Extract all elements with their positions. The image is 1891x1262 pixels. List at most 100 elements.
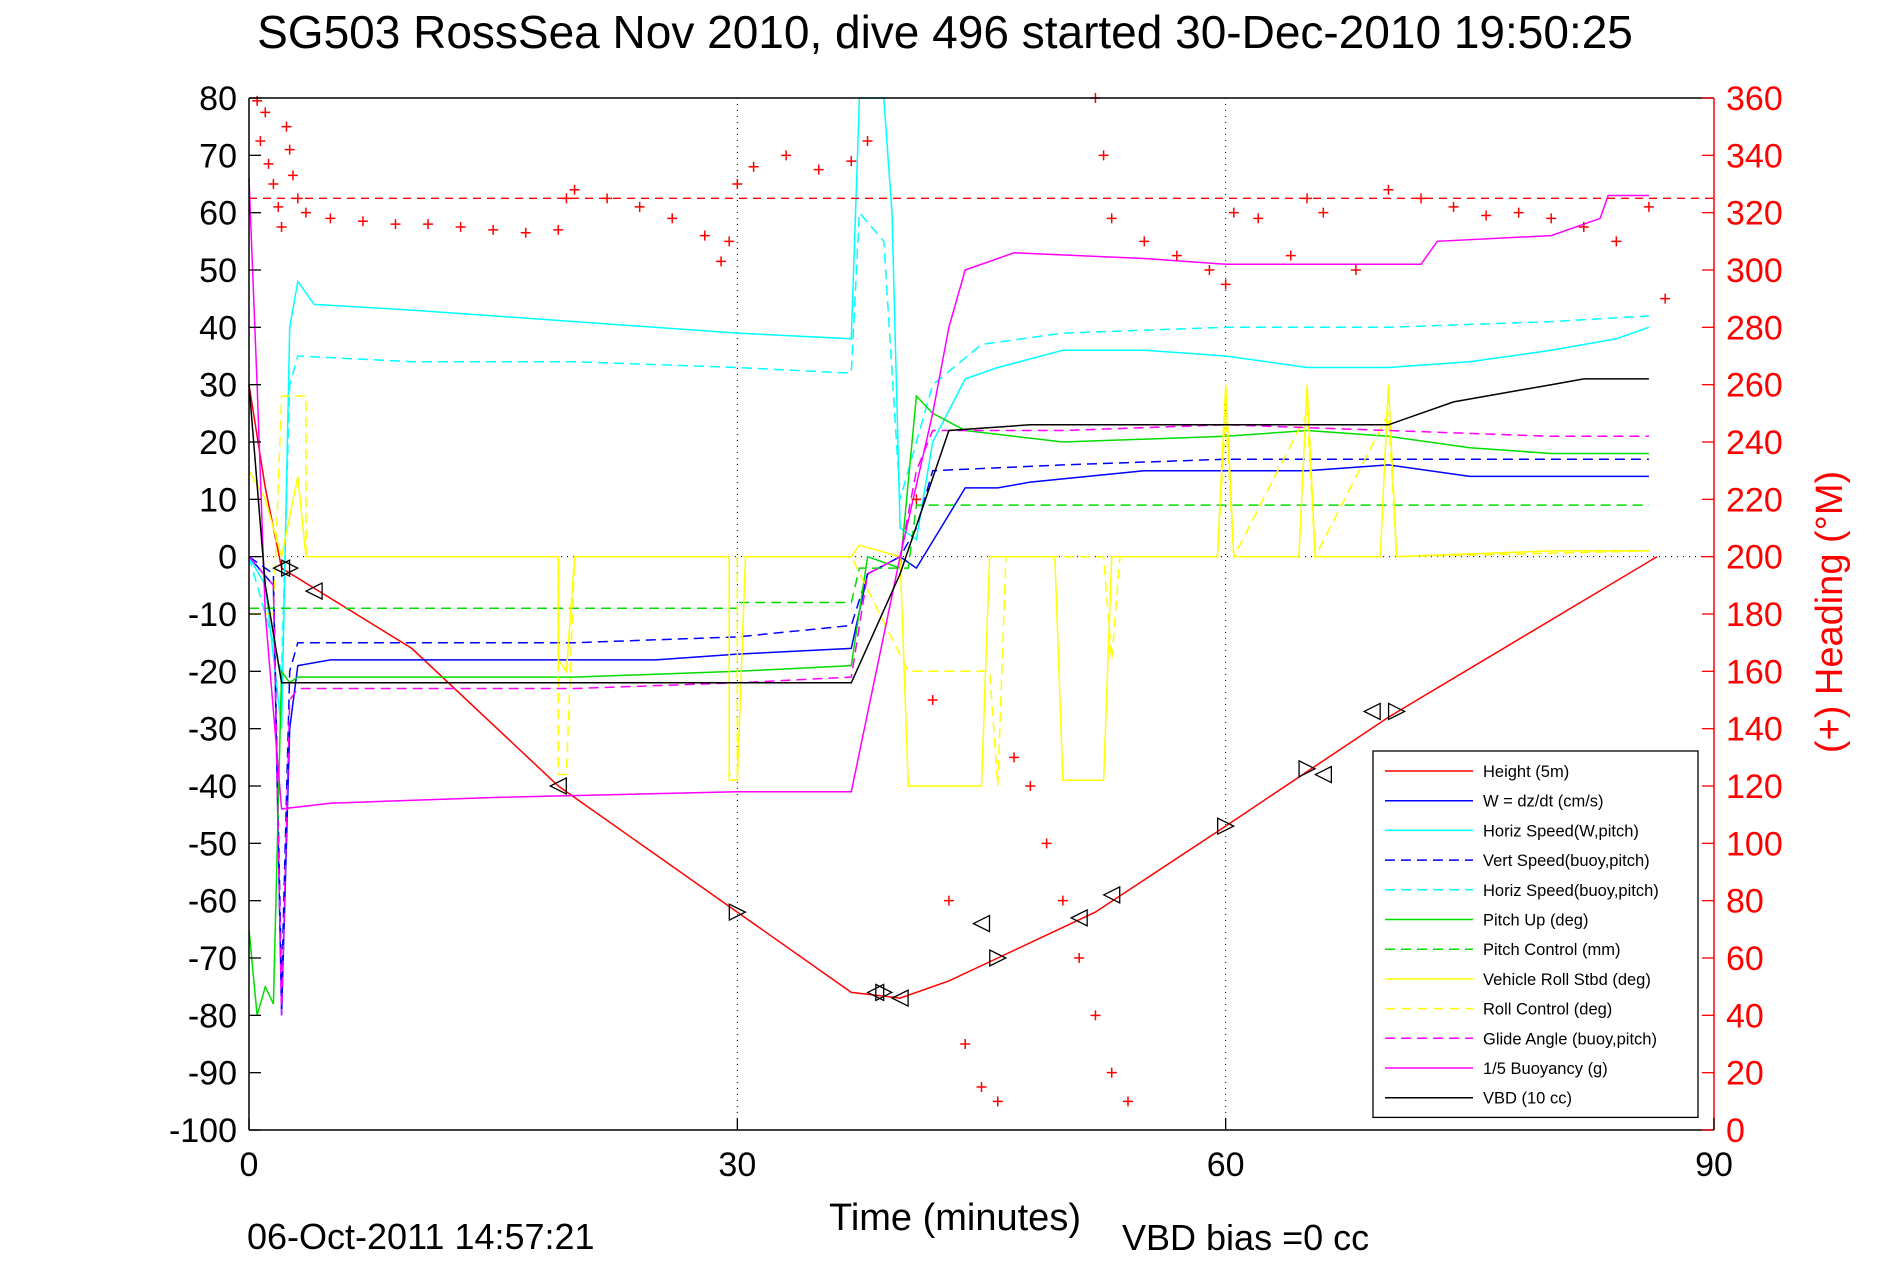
- legend-box: [1372, 750, 1699, 1119]
- heading-point: [455, 222, 466, 232]
- height-marker: [890, 989, 909, 1008]
- right-axis-label: (+) Heading (°M): [1809, 471, 1851, 753]
- heading-point: [1302, 193, 1313, 204]
- heading-point: [553, 224, 564, 235]
- height-marker: [281, 559, 300, 578]
- right-tick-label: 180: [1726, 596, 1783, 634]
- heading-point: [1660, 293, 1671, 304]
- heading-point: [273, 201, 284, 212]
- left-tick-label: -50: [188, 825, 237, 863]
- height-marker: [1313, 765, 1332, 784]
- height-marker: [548, 776, 567, 796]
- series-line-2: [248, 97, 1650, 729]
- right-tick-label: 60: [1726, 940, 1764, 978]
- heading-point: [1025, 781, 1036, 791]
- heading-point: [488, 224, 499, 235]
- right-tick-label: 140: [1726, 711, 1783, 749]
- right-tick-label: 360: [1726, 80, 1783, 118]
- series-line-4: [248, 210, 1649, 672]
- heading-point: [260, 107, 271, 118]
- heading-point: [724, 236, 735, 247]
- heading-point: [1228, 207, 1239, 218]
- left-tick-label: -80: [188, 997, 237, 1035]
- heading-point: [1611, 236, 1622, 247]
- right-tick-label: 160: [1726, 653, 1783, 691]
- left-tick-label: -100: [169, 1112, 237, 1150]
- heading-point: [1090, 1010, 1101, 1021]
- right-tick-label: 80: [1726, 883, 1764, 921]
- heading-point: [634, 201, 645, 212]
- heading-point: [1098, 150, 1109, 161]
- legend-label: W = dz/dt (cm/s): [1483, 793, 1604, 811]
- right-tick-label: 320: [1726, 195, 1783, 233]
- heading-point: [943, 895, 954, 906]
- heading-point: [1383, 184, 1394, 195]
- heading-point: [1285, 250, 1296, 261]
- heading-point: [1481, 210, 1492, 221]
- heading-point: [1643, 201, 1654, 212]
- legend-label: VBD (10 cc): [1483, 1090, 1572, 1108]
- heading-point: [1513, 207, 1524, 218]
- right-tick-label: 260: [1726, 367, 1783, 405]
- heading-point: [281, 121, 292, 132]
- heading-point: [423, 219, 434, 230]
- height-marker: [1362, 702, 1381, 721]
- heading-point: [1123, 1096, 1133, 1107]
- series-line-9: [248, 424, 1649, 1016]
- x-axis-label: Time (minutes): [829, 1197, 1081, 1239]
- heading-point: [1106, 213, 1117, 224]
- right-tick-label: 280: [1726, 309, 1783, 347]
- heading-point: [1171, 250, 1182, 261]
- legend-label: Horiz Speed(buoy,pitch): [1483, 882, 1659, 900]
- height-marker: [1217, 817, 1236, 836]
- legend-label: Glide Angle (buoy,pitch): [1483, 1030, 1657, 1048]
- heading-point: [1416, 193, 1426, 204]
- height-marker: [1102, 885, 1121, 904]
- heading-point: [1546, 213, 1557, 224]
- heading-point: [1106, 1067, 1117, 1078]
- legend-label: Roll Control (deg): [1483, 1001, 1612, 1019]
- left-tick-label: -60: [188, 883, 237, 921]
- heading-point: [325, 213, 336, 224]
- heading-point: [602, 193, 613, 204]
- left-tick-label: -20: [188, 653, 237, 691]
- heading-point: [716, 256, 727, 267]
- right-tick-label: 100: [1726, 825, 1783, 863]
- heading-point: [667, 213, 678, 224]
- heading-point: [263, 158, 274, 169]
- heading-point: [268, 179, 279, 189]
- heading-point: [781, 150, 792, 161]
- heading-scatter: [252, 93, 1671, 1107]
- footer-note: VBD bias =0 cc: [1122, 1217, 1369, 1258]
- legend-label: Pitch Control (mm): [1483, 941, 1621, 959]
- heading-point: [561, 193, 572, 204]
- heading-point: [1074, 953, 1085, 963]
- heading-point: [1220, 279, 1231, 290]
- height-marker: [1387, 702, 1407, 721]
- heading-point: [357, 216, 368, 227]
- left-tick-label: 10: [199, 481, 237, 519]
- left-tick-label: -40: [188, 768, 237, 806]
- height-marker: [989, 948, 1008, 968]
- left-tick-label: 50: [199, 252, 237, 290]
- right-tick-label: 300: [1726, 252, 1783, 290]
- right-tick-label: 340: [1726, 137, 1783, 175]
- heading-point: [862, 136, 873, 146]
- x-tick-label: 90: [1695, 1146, 1733, 1184]
- right-tick-label: 200: [1726, 539, 1783, 577]
- series-line-11: [248, 378, 1649, 684]
- left-tick-label: 20: [199, 424, 237, 462]
- heading-point: [976, 1082, 987, 1092]
- left-tick-label: 70: [199, 137, 237, 175]
- height-marker: [875, 983, 894, 1002]
- heading-point: [1318, 207, 1329, 218]
- series-line-7: [248, 384, 1649, 787]
- series-line-10: [248, 178, 1649, 810]
- right-tick-label: 20: [1726, 1055, 1764, 1093]
- heading-point: [1041, 838, 1052, 849]
- heading-point: [846, 156, 857, 167]
- x-axis-ticks: 0 30 60 90: [240, 1118, 1733, 1184]
- heading-point: [699, 230, 710, 241]
- heading-point: [292, 193, 303, 204]
